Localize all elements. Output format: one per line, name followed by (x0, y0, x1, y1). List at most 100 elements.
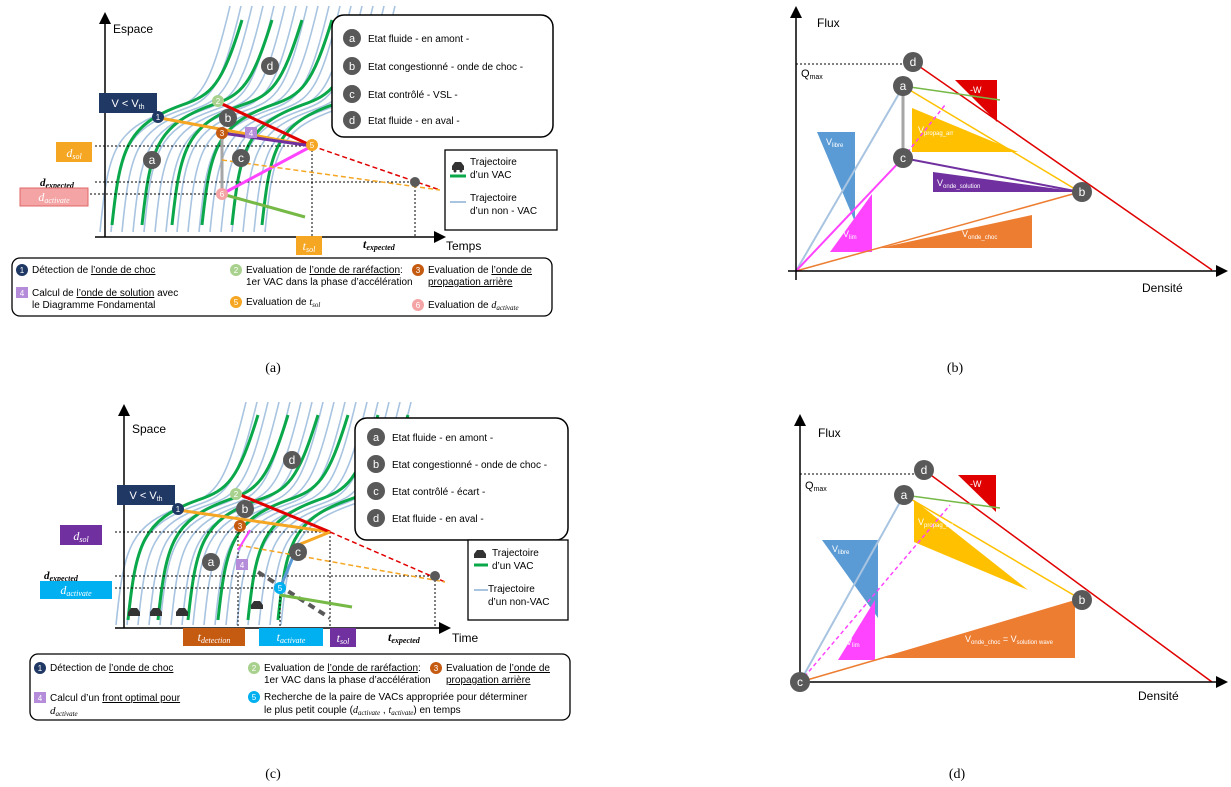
svg-text:c: c (900, 151, 906, 165)
non-vac-trajectory (143, 5, 275, 233)
svg-text:-W: -W (970, 479, 982, 489)
svg-text:propagation arrière: propagation arrière (428, 277, 513, 288)
point-b: b (1072, 182, 1092, 202)
v-threshold-label: V < Vth (99, 93, 157, 113)
a-to-d-line (902, 85, 1001, 101)
v-lim-triangle (838, 600, 875, 660)
trajectory-legend: Trajectoire d’un VAC Trajectoire d’un no… (467, 539, 569, 621)
svg-text:Calcul de l’onde de solution a: Calcul de l’onde de solution avec (32, 288, 178, 299)
svg-text:b: b (1079, 185, 1086, 199)
svg-text:Vonde_choc = Vsolution wave: Vonde_choc = Vsolution wave (965, 634, 1054, 646)
d-sol-label: dsol (56, 142, 92, 162)
state-legend: a Etat fluide - en amont - b Etat conges… (331, 14, 554, 138)
step-2-marker: 2 (230, 488, 242, 500)
x-axis-label: Densité (1142, 281, 1183, 295)
svg-text:a: a (901, 488, 908, 502)
svg-text:d: d (921, 463, 928, 477)
trajectory-legend: Trajectoire d’un VAC Trajectoire d’un no… (444, 149, 558, 231)
t-expected-label: texpected (388, 630, 421, 645)
svg-text:d: d (910, 55, 917, 69)
y-axis-label: Espace (113, 22, 153, 36)
svg-text:Trajectoire: Trajectoire (470, 157, 517, 168)
svg-text:d: d (373, 513, 379, 525)
vac-trajectory (140, 19, 274, 226)
shock-wave (177, 508, 331, 534)
d-activate-label: dactivate (40, 581, 112, 599)
svg-text:dsol: dsol (66, 146, 82, 161)
svg-text:4: 4 (249, 129, 254, 138)
v-threshold-label: V < Vth (117, 485, 175, 505)
point-b: b (1072, 590, 1092, 610)
non-vac-trajectory (176, 5, 308, 233)
step-4-marker: 4 (245, 127, 257, 138)
rarefaction-wave (237, 492, 331, 534)
origin-to-b-line (799, 599, 1083, 683)
svg-text:Evaluation de dactivate: Evaluation de dactivate (428, 300, 519, 312)
qmax-label: Qmax (801, 68, 823, 81)
vac-trajectory (200, 19, 334, 226)
state-legend: a Etat fluide - en amont - b Etat conges… (354, 417, 569, 541)
svg-text:d: d (349, 115, 355, 127)
svg-text:b: b (242, 502, 249, 516)
svg-text:dexpected: dexpected (40, 177, 75, 190)
v-solution-triangle (933, 172, 1080, 192)
svg-text:V < Vth: V < Vth (111, 98, 144, 111)
extrapolated-red (311, 145, 441, 191)
panel-d: Flux Densité Qmax Vlibre Vpropag_arr -W … (790, 414, 1228, 782)
svg-text:1er VAC dans la phase d’accélé: 1er VAC dans la phase d’accélération (264, 675, 431, 686)
svg-text:Vonde_choc: Vonde_choc (962, 229, 997, 241)
v-libre-triangle (817, 132, 855, 222)
steps-legend: 1 Détection de l’onde de choc 2 Evaluati… (29, 653, 571, 721)
step-1-marker: 1 (172, 503, 184, 515)
d-expected-label: dexpected (44, 570, 79, 583)
vsl-bottom (221, 192, 306, 219)
svg-text:le plus petit couple (dactivat: le plus petit couple (dactivate , tactiv… (264, 705, 461, 717)
step-3-marker: 3 (216, 127, 228, 139)
state-b-text: Etat congestionné - onde de choc - (368, 62, 523, 73)
t-detection-label: tdetection (183, 628, 245, 646)
magenta-dashed (799, 504, 951, 683)
svg-text:dactivate: dactivate (38, 190, 70, 205)
svg-text:d: d (267, 59, 274, 73)
vac-trajectory (110, 19, 244, 226)
a-to-b-line (903, 494, 1083, 601)
extrapolated-orange (237, 544, 446, 583)
vac-trajectory (170, 19, 304, 226)
svg-text:V < Vth: V < Vth (129, 490, 162, 503)
caption-d: (d) (949, 767, 966, 782)
svg-text:3: 3 (220, 129, 225, 138)
v-choc-triangle (880, 600, 1075, 658)
svg-text:dactivate: dactivate (50, 705, 78, 718)
svg-text:4: 4 (20, 289, 25, 298)
svg-text:1: 1 (176, 505, 181, 514)
svg-text:tactivate: tactivate (277, 630, 306, 645)
svg-text:propagation arrière: propagation arrière (446, 675, 531, 686)
non-vac-trajectory (159, 401, 291, 626)
expected-point (410, 177, 420, 187)
y-axis-label: Flux (818, 426, 841, 440)
state-d-marker: d (261, 57, 279, 75)
controlled-bottom (279, 593, 353, 609)
t-activate-label: tactivate (259, 628, 323, 646)
x-axis-label: Temps (446, 239, 481, 253)
svg-text:a: a (900, 79, 907, 93)
svg-text:Vlibre: Vlibre (832, 544, 850, 556)
car-icon (452, 162, 464, 173)
congested-line-w (912, 61, 1213, 271)
d-expected-label: dexpected (40, 177, 75, 190)
state-a-text: Etat fluide - en amont - (368, 34, 469, 45)
svg-text:c: c (238, 151, 244, 165)
svg-text:Evaluation de l’onde de: Evaluation de l’onde de (428, 265, 532, 276)
t-expected-label: texpected (363, 237, 396, 252)
svg-text:4: 4 (38, 694, 43, 703)
w-triangle (955, 80, 997, 122)
point-d: d (903, 52, 923, 72)
origin-to-c-line (795, 157, 904, 272)
svg-text:3: 3 (434, 664, 439, 673)
svg-text:1: 1 (38, 664, 43, 673)
v-propag-triangle (912, 108, 1018, 152)
x-axis-label: Time (452, 631, 479, 645)
svg-text:Evaluation de l’onde de: Evaluation de l’onde de (446, 663, 550, 674)
svg-text:1: 1 (20, 266, 25, 275)
